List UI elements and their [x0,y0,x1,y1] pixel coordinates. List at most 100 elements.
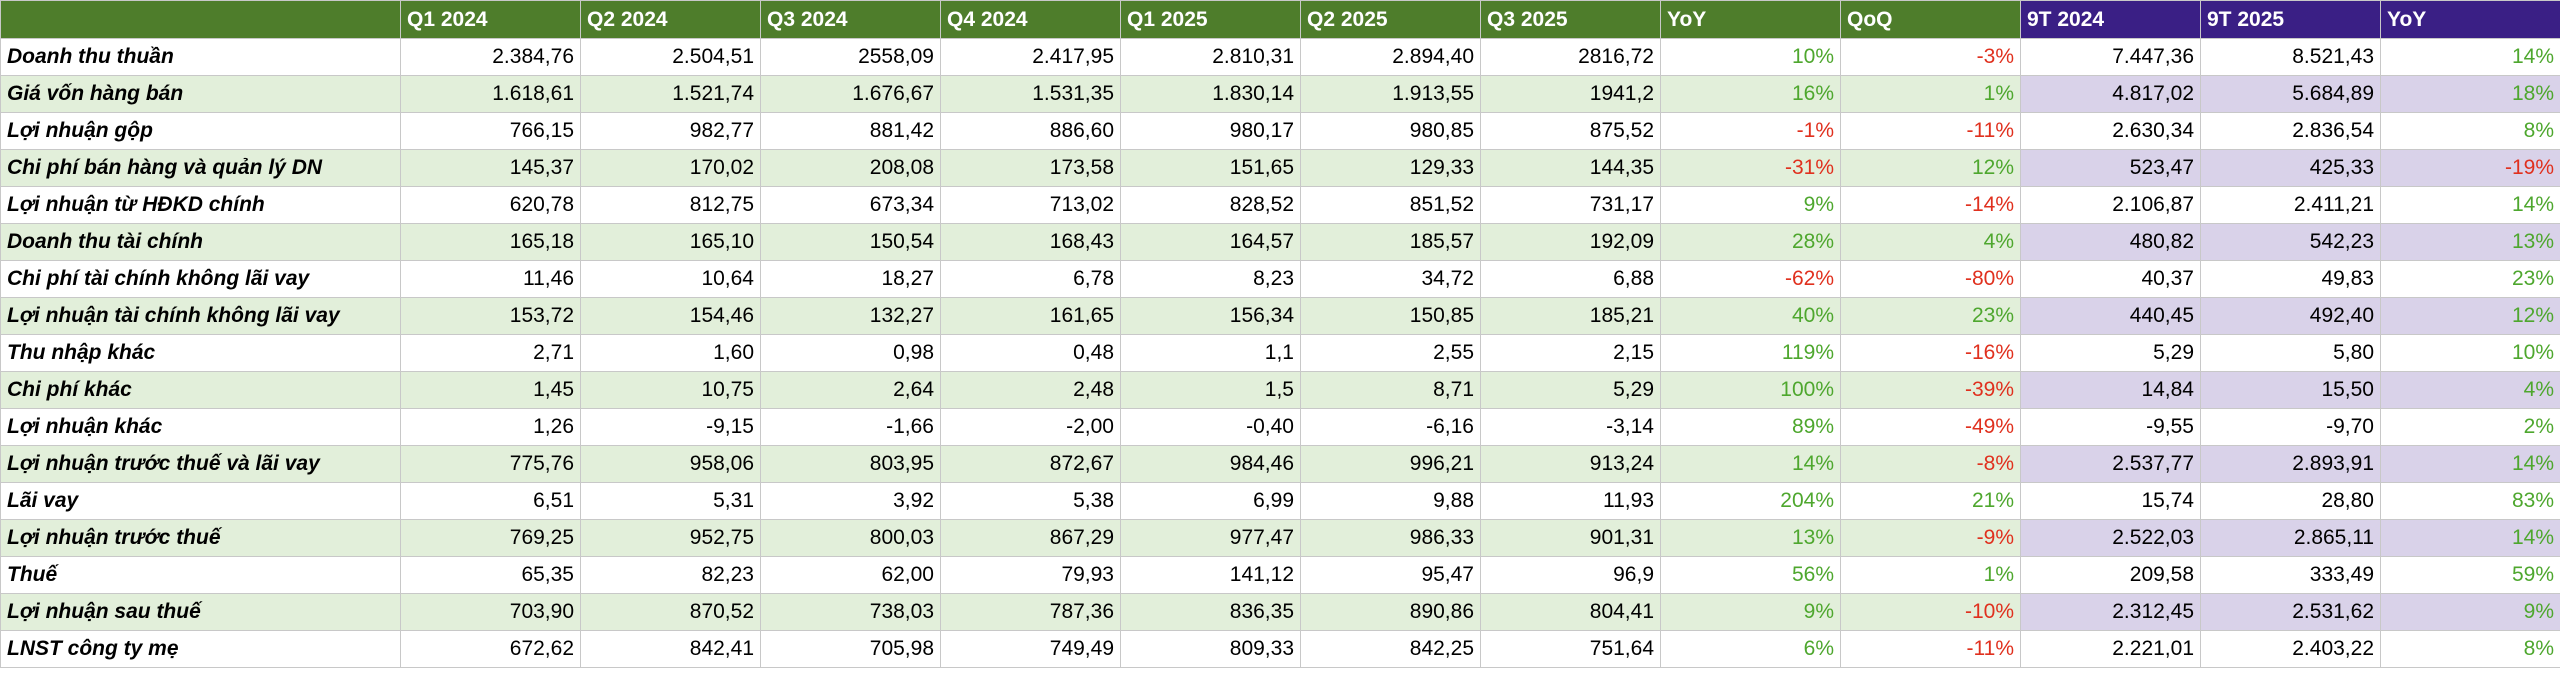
cell: 980,17 [1120,112,1301,150]
cell: 952,75 [580,519,761,557]
cell: 185,21 [1480,297,1661,335]
header-cell [0,0,401,39]
cell: 804,41 [1480,593,1661,631]
cell: 787,36 [940,593,1121,631]
cell: -6,16 [1300,408,1481,446]
row-label: Giá vốn hàng bán [0,75,401,113]
table-row: Chi phí khác 1,45 10,75 2,64 2,48 1,5 8,71 5,29… [0,371,2560,409]
cell: 170,02 [580,149,761,187]
cell: 913,24 [1480,445,1661,483]
cell: -3,14 [1480,408,1661,446]
cell: -1% [1660,112,1841,150]
cell: 713,02 [940,186,1121,224]
cell: 5,31 [580,482,761,520]
header-cell: Q1 2025 [1120,0,1301,39]
cell: 2,71 [400,334,581,372]
cell: 9,88 [1300,482,1481,520]
cell: 14% [1660,445,1841,483]
cell: 8% [2380,630,2560,668]
cell: 836,35 [1120,593,1301,631]
cell: 492,40 [2200,297,2381,335]
cell: 150,54 [760,223,941,261]
cell: 1% [1840,75,2021,113]
row-label: Lợi nhuận khác [0,408,401,446]
cell: 132,27 [760,297,941,335]
header-cell: YoY [1660,0,1841,39]
row-label: Doanh thu thuần [0,38,401,76]
cell: 766,15 [400,112,581,150]
cell: 141,12 [1120,556,1301,594]
cell: 2% [2380,408,2560,446]
cell: 1,26 [400,408,581,446]
table-row: Lợi nhuận sau thuế 703,90 870,52 738,03 787,… [0,593,2560,631]
cell: 1.676,67 [760,75,941,113]
cell: -9,55 [2020,408,2201,446]
header-cell: Q3 2025 [1480,0,1661,39]
cell: 3,92 [760,482,941,520]
cell: 79,93 [940,556,1121,594]
cell: 6,88 [1480,260,1661,298]
cell: 208,08 [760,149,941,187]
cell: 154,46 [580,297,761,335]
cell: 95,47 [1300,556,1481,594]
cell: 2.630,34 [2020,112,2201,150]
cell: 9% [1660,186,1841,224]
cell: 16% [1660,75,1841,113]
cell: 10% [1660,38,1841,76]
cell: 13% [2380,223,2560,261]
cell: 83% [2380,482,2560,520]
table-row: Lợi nhuận trước thuế 769,25 952,75 800,03 86… [0,519,2560,557]
cell: 40% [1660,297,1841,335]
cell: 872,67 [940,445,1121,483]
cell: 749,49 [940,630,1121,668]
cell: 13% [1660,519,1841,557]
cell: -0,40 [1120,408,1301,446]
cell: 10,75 [580,371,761,409]
cell: 100% [1660,371,1841,409]
cell: 958,06 [580,445,761,483]
cell: 2.865,11 [2200,519,2381,557]
cell: 901,31 [1480,519,1661,557]
table-row: Lợi nhuận trước thuế và lãi vay 775,76 958… [0,445,2560,483]
cell: 14% [2380,445,2560,483]
header-cell: 9T 2025 [2200,0,2381,39]
cell: 875,52 [1480,112,1661,150]
cell: 1% [1840,556,2021,594]
cell: 673,34 [760,186,941,224]
cell: 2,55 [1300,334,1481,372]
cell: 173,58 [940,149,1121,187]
cell: 6,51 [400,482,581,520]
cell: 153,72 [400,297,581,335]
cell: 982,77 [580,112,761,150]
cell: 8.521,43 [2200,38,2381,76]
cell: 165,18 [400,223,581,261]
table-row: Doanh thu thuần 2.384,76 2.504,51 2558,09 2.… [0,38,2560,76]
cell: 333,49 [2200,556,2381,594]
cell: 867,29 [940,519,1121,557]
row-label: Lợi nhuận gộp [0,112,401,150]
cell: 96,9 [1480,556,1661,594]
cell: 5,80 [2200,334,2381,372]
cell: 204% [1660,482,1841,520]
cell: -9% [1840,519,2021,557]
cell: 14% [2380,186,2560,224]
header-cell: Q2 2025 [1300,0,1481,39]
cell: 23% [1840,297,2021,335]
cell: 986,33 [1300,519,1481,557]
cell: 23% [2380,260,2560,298]
cell: -62% [1660,260,1841,298]
cell: 185,57 [1300,223,1481,261]
cell: 161,65 [940,297,1121,335]
cell: -39% [1840,371,2021,409]
cell: 1,45 [400,371,581,409]
cell: 881,42 [760,112,941,150]
cell: 800,03 [760,519,941,557]
cell: 59% [2380,556,2560,594]
cell: 0,48 [940,334,1121,372]
table-row: Lợi nhuận tài chính không lãi vay 153,72 1… [0,297,2560,335]
cell: 156,34 [1120,297,1301,335]
row-label: Chi phí bán hàng và quản lý DN [0,149,401,187]
cell: 984,46 [1120,445,1301,483]
cell: 672,62 [400,630,581,668]
cell: 2.411,21 [2200,186,2381,224]
